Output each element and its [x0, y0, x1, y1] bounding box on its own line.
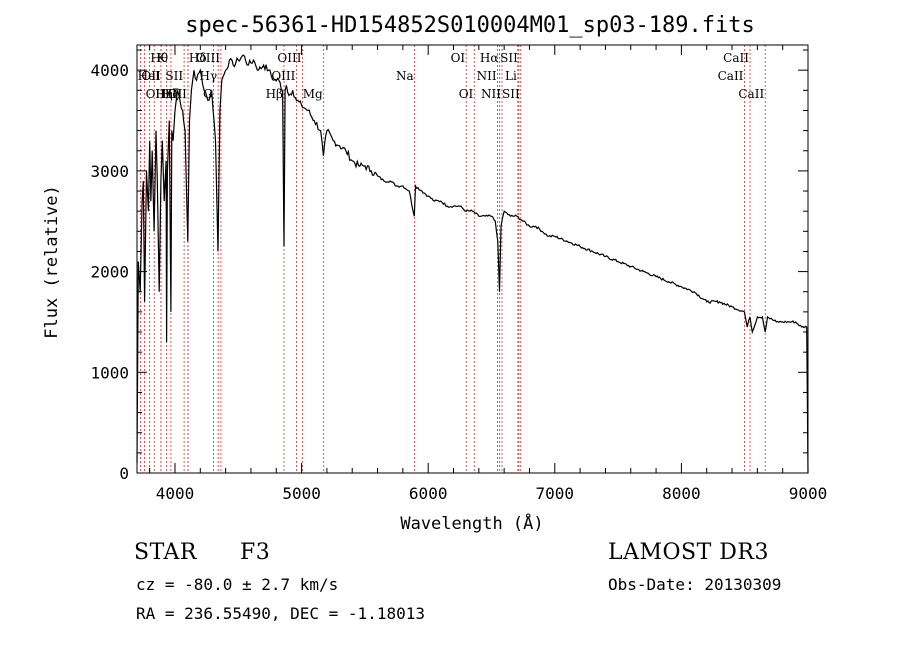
line-marker-label: OIII	[146, 87, 170, 101]
axis-tick-labels: 4000 5000 6000 7000 8000 9000 0 1000 2000 3000 400…	[90, 61, 827, 503]
y-axis-label: Flux (relative)	[42, 185, 62, 339]
line-marker-label: CaII	[718, 69, 744, 83]
redshift-text: cz = -80.0 ± 2.7 km/s	[136, 575, 339, 594]
line-marker-label: OI	[451, 51, 466, 65]
x-tick-label: 5000	[282, 484, 321, 503]
obs-date-text: Obs-Date: 20130309	[608, 575, 782, 594]
axis-ticks	[137, 45, 809, 474]
line-marker-label: HeI	[138, 69, 161, 83]
line-marker-label: CaII	[723, 51, 749, 65]
line-marker-label: Hζ	[162, 87, 179, 101]
line-markers	[140, 45, 766, 473]
y-tick-label: 0	[119, 464, 129, 483]
x-tick-label: 6000	[409, 484, 448, 503]
y-tick-label: 3000	[90, 162, 129, 181]
line-marker-label: Hδ	[189, 51, 207, 65]
line-marker-label: Hα	[480, 51, 499, 65]
line-marker-label: SII	[165, 69, 183, 83]
line-marker-label: OII	[141, 69, 161, 83]
line-marker-label: NII	[477, 69, 497, 83]
line-marker-label: K	[157, 51, 167, 65]
survey-name: LAMOST DR3	[608, 540, 769, 565]
line-marker-label: SII	[502, 87, 520, 101]
line-marker-label: OI	[459, 87, 474, 101]
line-marker-label: NII	[481, 87, 501, 101]
plot-frame	[136, 44, 809, 474]
line-marker-label: Na	[396, 69, 414, 83]
line-marker-label: OIII	[271, 69, 295, 83]
line-marker-label: OIII	[196, 51, 220, 65]
object-class: STAR	[134, 540, 197, 565]
line-marker-label: Hγ	[200, 69, 218, 83]
x-tick-label: 7000	[536, 484, 575, 503]
coordinates-text: RA = 236.55490, DEC = -1.18013	[136, 604, 425, 623]
line-marker-label: SII	[500, 51, 518, 65]
x-axis-label: Wavelength (Å)	[400, 512, 543, 534]
line-marker-label: Mg	[303, 87, 323, 101]
y-tick-label: 2000	[90, 263, 129, 282]
line-marker-label: Li	[505, 69, 517, 83]
y-tick-label: 4000	[90, 61, 129, 80]
line-marker-label: Hη	[155, 87, 173, 101]
x-tick-label: 9000	[789, 484, 828, 503]
object-subclass: F3	[240, 540, 271, 565]
x-tick-label: 4000	[156, 484, 195, 503]
chart-title: spec-56361-HD154852S010004M01_sp03-189.f…	[185, 13, 755, 38]
line-marker-label: OIII	[277, 51, 301, 65]
line-marker-label: G	[203, 87, 213, 101]
x-tick-label: 8000	[662, 484, 701, 503]
line-marker-label: Hθ	[150, 51, 168, 65]
line-marker-label: Hβ	[266, 87, 283, 101]
spectrum-line	[136, 54, 809, 474]
line-marker-label: CaII	[738, 87, 764, 101]
y-tick-label: 1000	[90, 363, 129, 382]
